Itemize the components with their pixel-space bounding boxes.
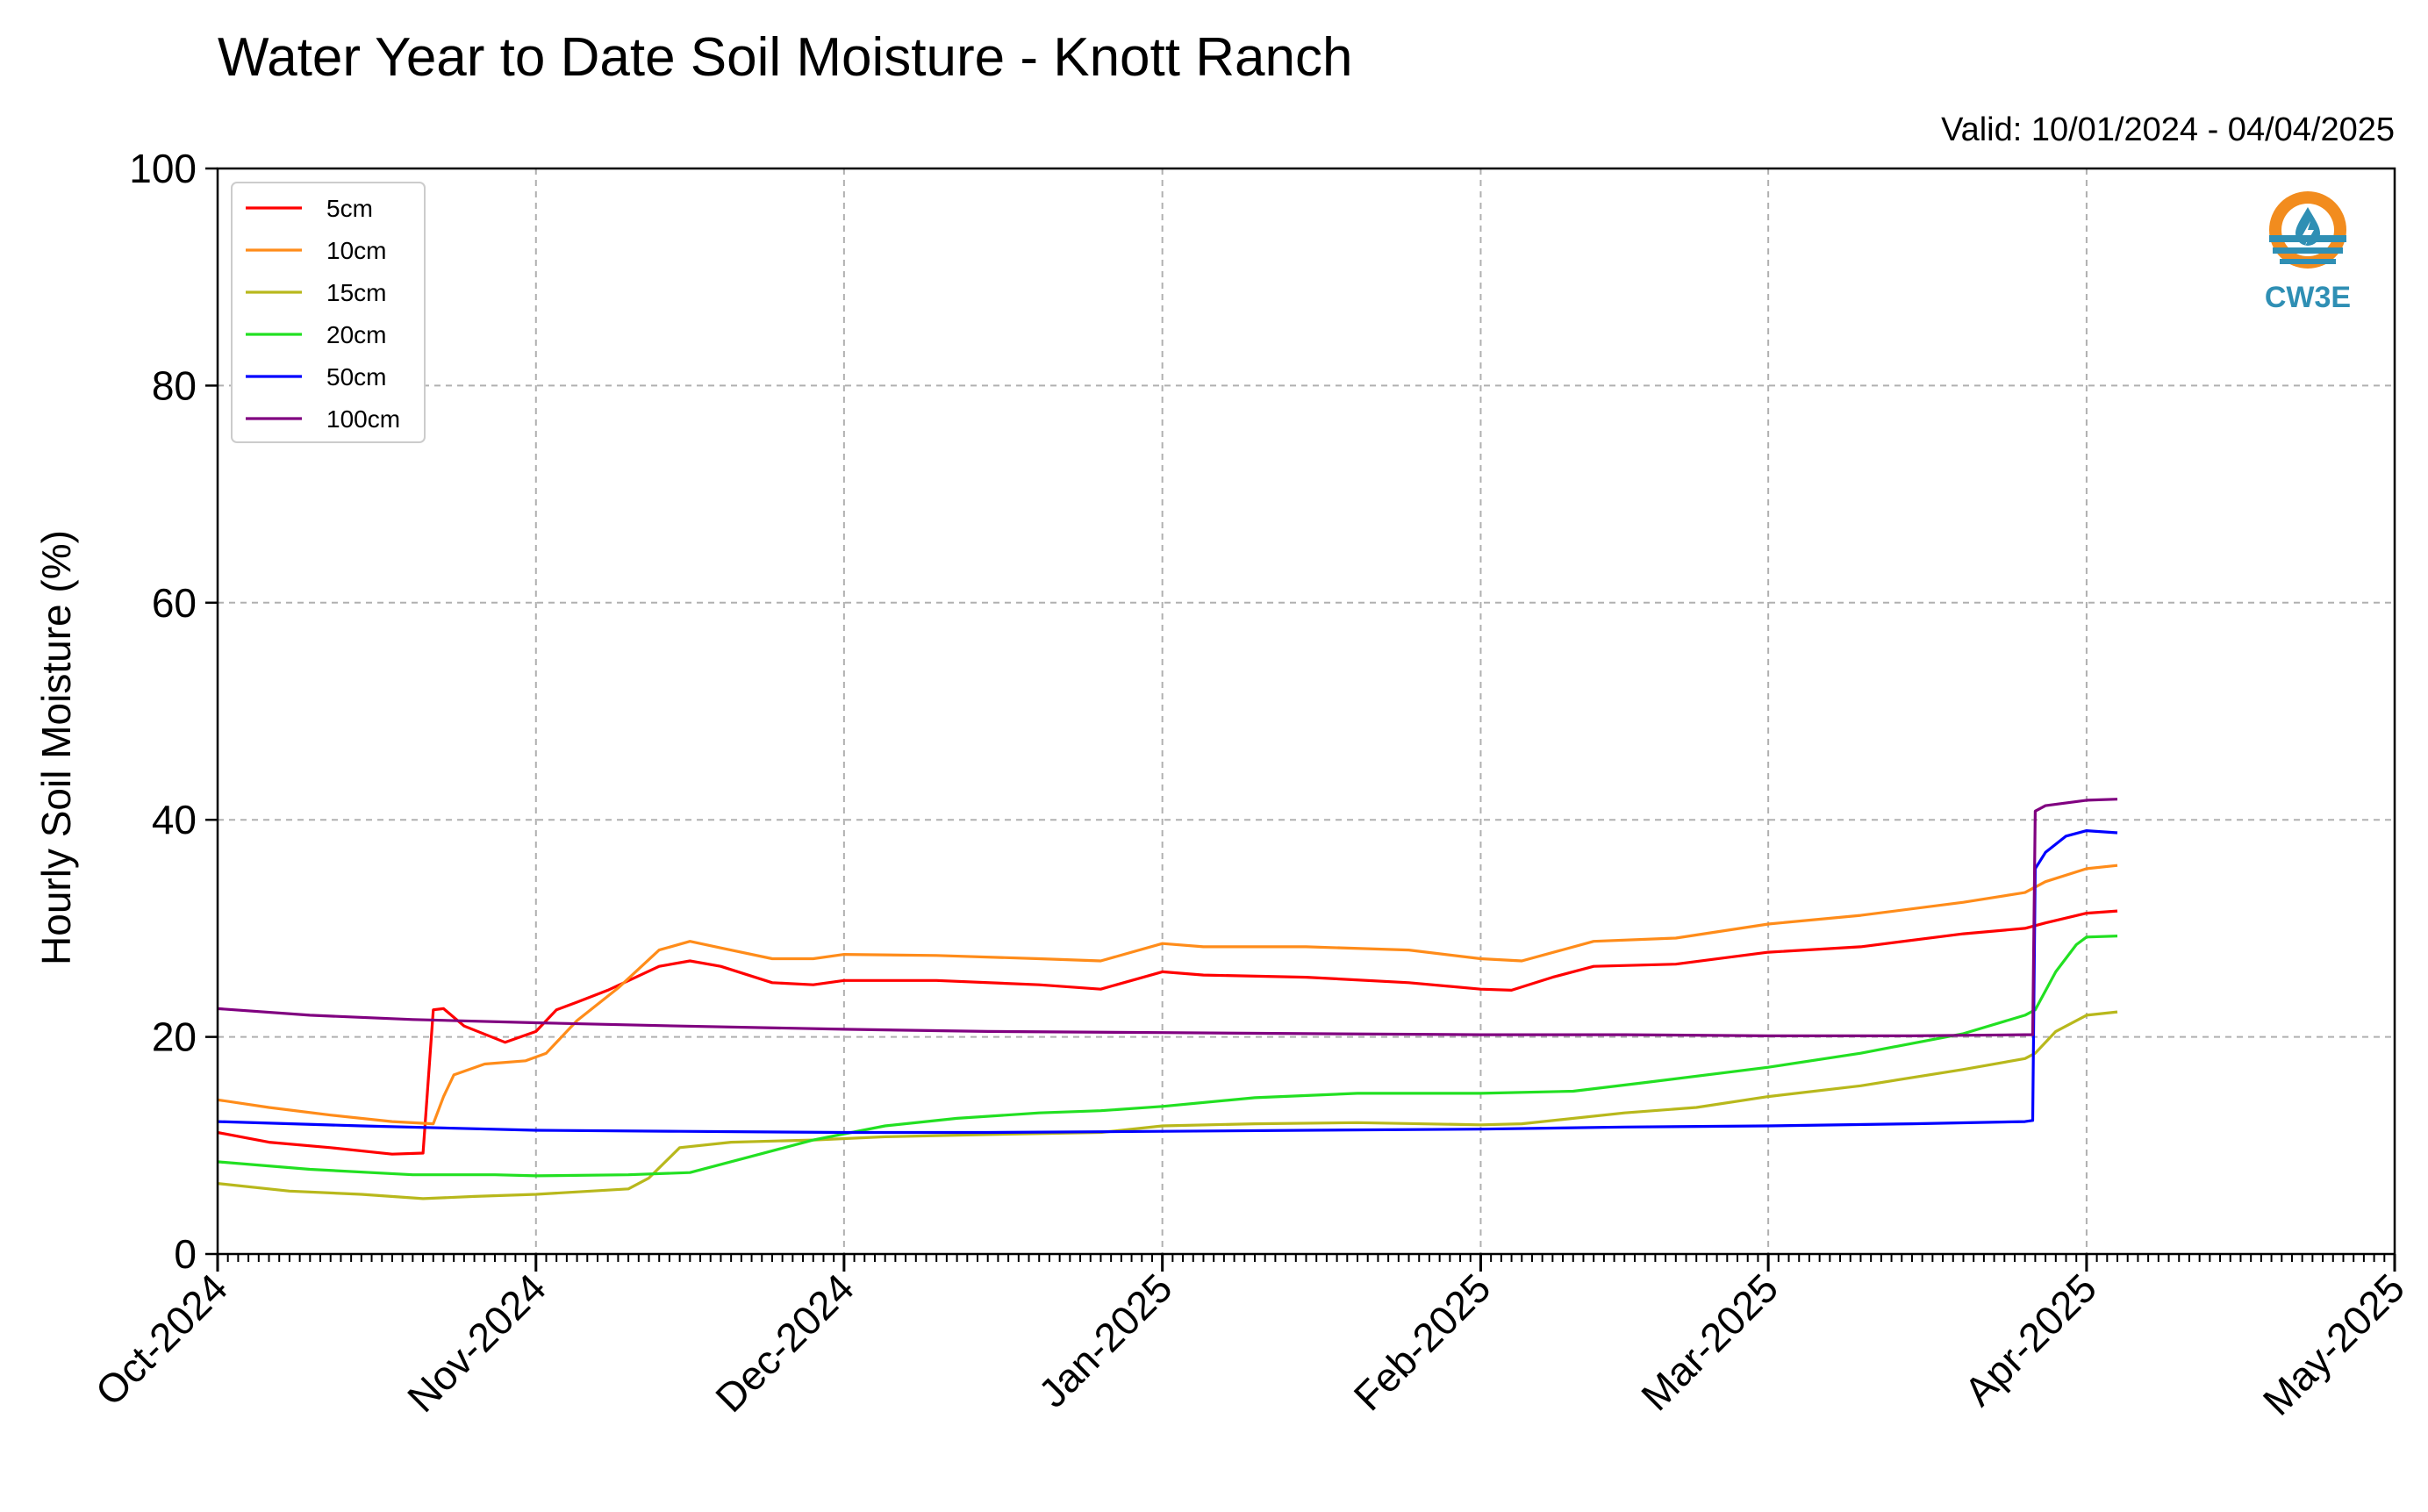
cw3e-logo: CW3E	[2265, 191, 2351, 314]
legend: 5cm 10cm 15cm 20cm 50cm 100cm	[231, 182, 426, 443]
series-line-5cm	[217, 909, 2118, 1156]
legend-label-10cm: 10cm	[326, 237, 386, 264]
y-tick-label: 60	[152, 580, 197, 626]
series-line-100cm	[217, 798, 2118, 1037]
y-tick-label: 40	[152, 797, 197, 842]
chart-subtitle: Valid: 10/01/2024 - 04/04/2025	[1941, 111, 2395, 148]
logo-wave-1	[2269, 235, 2346, 242]
logo-wave-3	[2280, 259, 2336, 264]
x-tick-label: Apr-2025	[1955, 1265, 2105, 1415]
x-tick-label: May-2025	[2254, 1265, 2413, 1423]
logo-wave-2	[2273, 247, 2343, 254]
y-axis-label: Hourly Soil Moisture (%)	[33, 530, 79, 965]
y-tick-label: 80	[152, 362, 197, 408]
plot-area	[217, 798, 2118, 1200]
series-line-50cm	[217, 829, 2118, 1135]
plot-frame	[216, 167, 2396, 1256]
x-tick-label: Feb-2025	[1345, 1265, 1500, 1419]
x-tick-label: Jan-2025	[1029, 1265, 1180, 1415]
series-line-20cm	[217, 935, 2118, 1178]
logo-text: CW3E	[2265, 281, 2351, 314]
grid-lines	[218, 168, 2395, 1254]
legend-label-100cm: 100cm	[326, 405, 400, 433]
chart-title: Water Year to Date Soil Moisture - Knott…	[218, 27, 1352, 88]
legend-label-15cm: 15cm	[326, 279, 386, 306]
legend-label-5cm: 5cm	[326, 195, 373, 222]
y-tick-label: 20	[152, 1014, 197, 1060]
legend-label-50cm: 50cm	[326, 363, 386, 391]
y-tick-label: 100	[129, 146, 197, 191]
series-line-10cm	[217, 863, 2118, 1126]
x-tick-label: Mar-2025	[1632, 1265, 1787, 1419]
y-tick-label: 0	[174, 1231, 197, 1277]
x-tick-label: Nov-2024	[398, 1265, 555, 1421]
x-tick-label: Dec-2024	[706, 1265, 863, 1421]
x-tick-label: Oct-2024	[87, 1265, 237, 1415]
series-line-15cm	[217, 1010, 2118, 1200]
axes: 0 20 40 60 80 100 Oct-2024 Nov-2024 Dec-2024 Jan-…	[87, 146, 2414, 1424]
logo-bolt-icon	[2303, 221, 2314, 246]
legend-label-20cm: 20cm	[326, 321, 386, 348]
